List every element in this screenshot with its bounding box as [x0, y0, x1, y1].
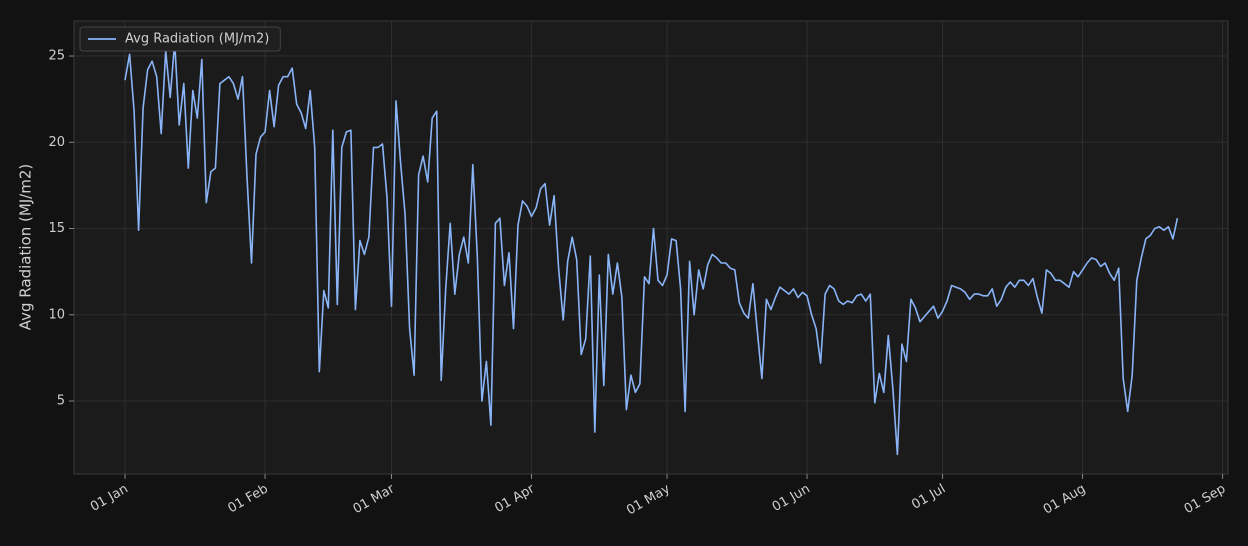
legend-label: Avg Radiation (MJ/m2) [125, 32, 269, 47]
legend: Avg Radiation (MJ/m2) [79, 26, 281, 52]
y-tick-label: 25 [48, 49, 65, 64]
legend-box [79, 26, 281, 52]
y-tick-label: 10 [48, 307, 65, 322]
y-tick-label: 15 [48, 221, 65, 236]
data-line [124, 41, 1179, 456]
y-axis-label: Avg Radiation (MJ/m2) [17, 164, 35, 331]
y-tick-label: 20 [48, 135, 65, 150]
y-tick-label: 5 [57, 394, 65, 409]
plot-area [73, 20, 1229, 475]
